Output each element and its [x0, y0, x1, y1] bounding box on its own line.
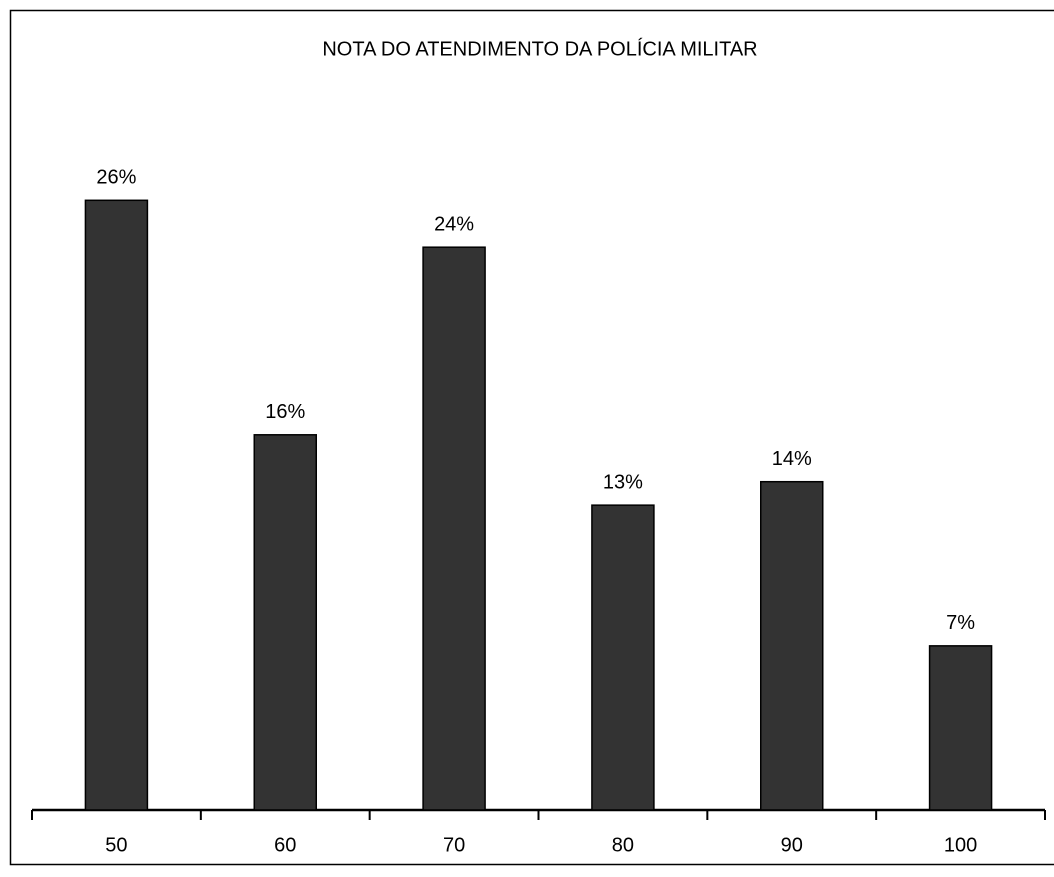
data-label: 24%: [434, 213, 474, 235]
bar: [253, 434, 317, 811]
bar: [84, 199, 149, 811]
data-label: 16%: [265, 401, 305, 423]
data-label: 26%: [96, 167, 136, 189]
chart-title: NOTA DO ATENDIMENTO DA POLÍCIA MILITAR: [322, 37, 757, 60]
bar: [760, 480, 824, 811]
x-tick-label: 90: [781, 834, 803, 856]
bar: [928, 645, 993, 811]
chart-frame: [9, 9, 1054, 866]
x-tick-label: 60: [274, 834, 296, 856]
x-tick-label: 50: [105, 834, 127, 856]
x-tick-label: 70: [443, 834, 465, 856]
data-label: 14%: [772, 448, 812, 470]
bar: [591, 504, 655, 811]
x-tick-label: 80: [612, 834, 634, 856]
data-label: 13%: [603, 471, 643, 493]
bar: [422, 246, 486, 811]
x-tick-label: 100: [944, 834, 977, 856]
data-label: 7%: [946, 612, 975, 634]
